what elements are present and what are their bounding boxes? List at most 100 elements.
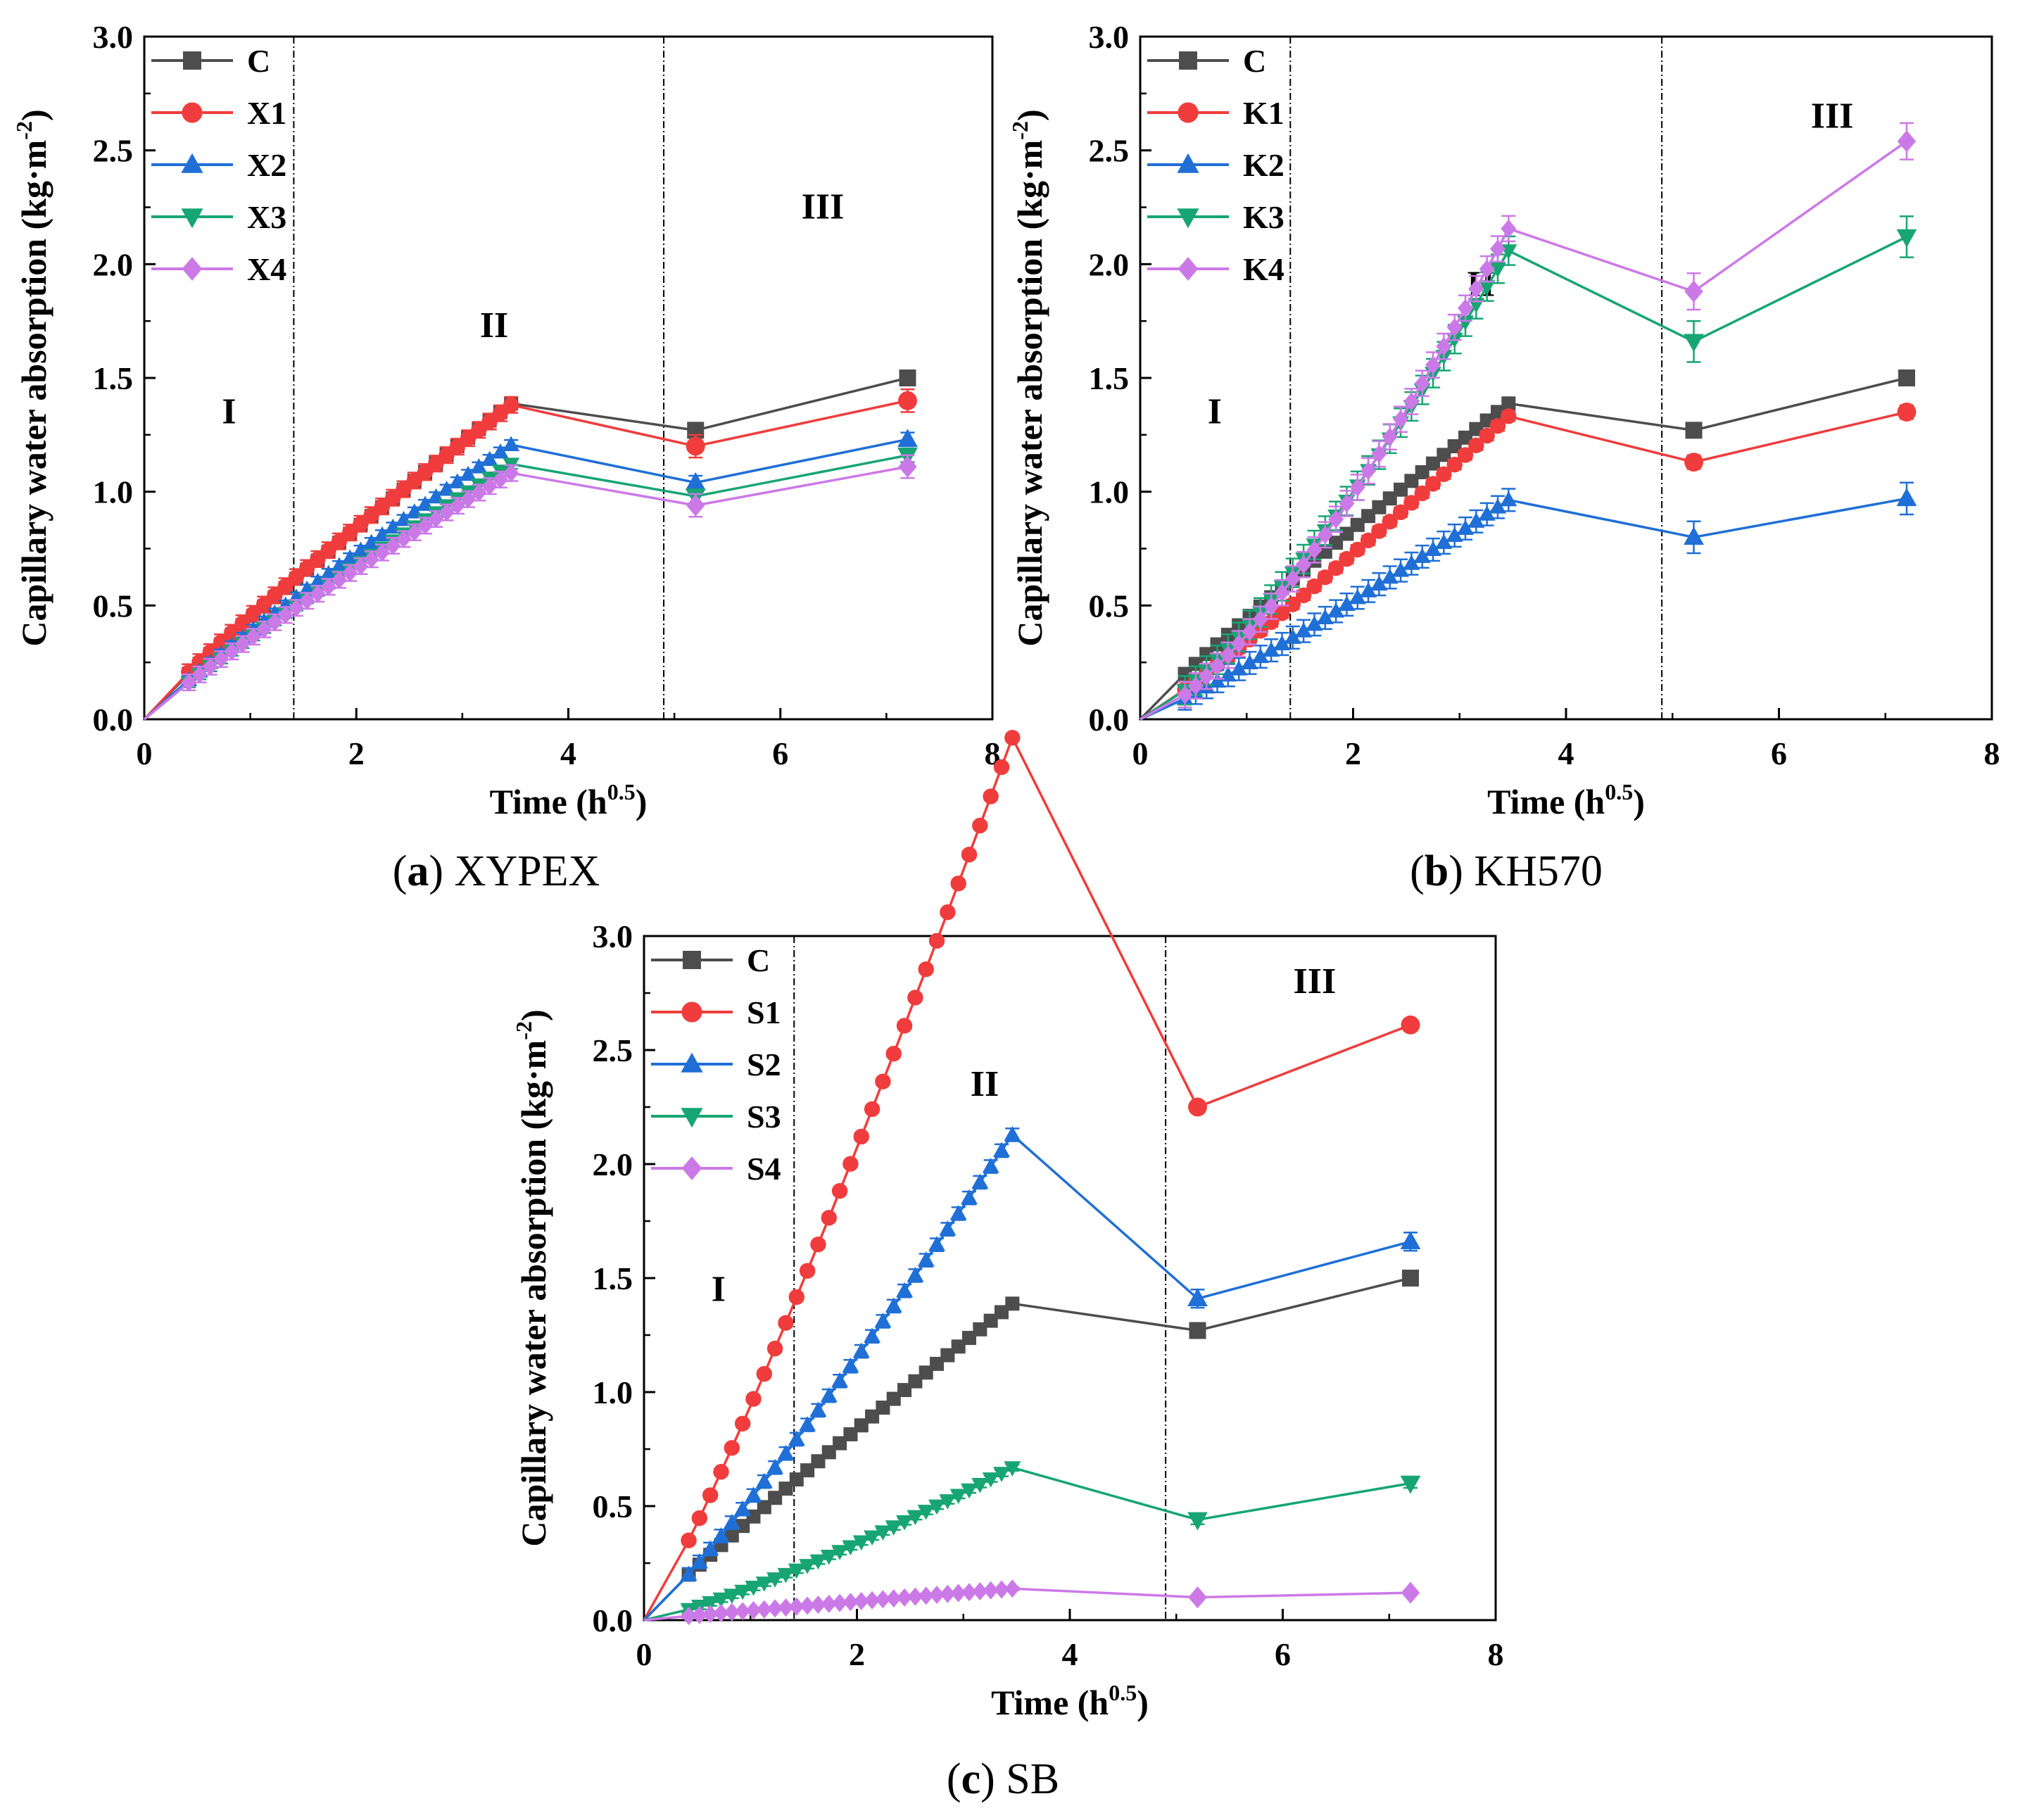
data-point-X4	[396, 529, 412, 548]
data-point-X4	[385, 536, 401, 555]
data-point-S1	[766, 1340, 783, 1357]
data-point-K4	[1897, 130, 1917, 153]
data-point-S1	[1188, 1097, 1207, 1117]
data-point-C	[833, 1436, 847, 1451]
data-point-C	[1199, 647, 1214, 662]
data-point-C	[1394, 482, 1408, 497]
series-X3	[143, 447, 918, 721]
data-point-K4	[1436, 337, 1452, 356]
data-point-S2	[680, 1565, 697, 1581]
data-point-S4	[993, 1580, 1009, 1599]
data-point-S4	[810, 1595, 826, 1614]
data-point-X4	[245, 627, 261, 646]
data-point-C	[778, 1481, 793, 1496]
data-point-X4	[363, 550, 379, 569]
data-point-X2	[897, 429, 918, 448]
data-point-X4	[898, 455, 917, 478]
data-point-S3	[777, 1567, 795, 1584]
legend: C S1 S2 S3 S4	[651, 942, 781, 1187]
data-point-K1	[1684, 453, 1703, 472]
data-point-K4	[1306, 541, 1323, 560]
x-tick-label: 0	[137, 735, 153, 771]
data-point-K4	[1468, 279, 1484, 298]
data-point-X2	[438, 481, 455, 496]
data-point-S4	[735, 1602, 751, 1621]
x-tick-label: 2	[348, 735, 365, 771]
y-axis-title: Capillary water absorption (kg·m-2)	[1007, 109, 1049, 646]
legend-marker-S4	[681, 1156, 702, 1180]
data-point-K2	[1684, 526, 1704, 545]
data-point-K4	[1263, 597, 1280, 616]
data-point-C	[1189, 1322, 1206, 1339]
data-point-S1	[1004, 730, 1021, 746]
data-point-X1	[438, 447, 455, 463]
data-point-K2	[1219, 666, 1237, 682]
data-point-C	[843, 1427, 858, 1441]
series-X4	[143, 454, 917, 721]
data-point-S4	[983, 1581, 999, 1600]
region-label: III	[802, 187, 845, 227]
data-point-X4	[353, 557, 369, 576]
data-point-X1	[234, 615, 251, 631]
data-point-K2	[1381, 568, 1399, 584]
series-line-C	[643, 1277, 1411, 1622]
data-point-S4	[918, 1586, 934, 1605]
data-point-X4	[267, 613, 283, 632]
data-point-C	[1437, 448, 1451, 462]
series-line-S4	[643, 1587, 1411, 1622]
data-point-C	[736, 1519, 750, 1534]
data-point-S4	[864, 1591, 880, 1610]
data-point-S4	[1004, 1579, 1021, 1598]
data-point-X4	[277, 605, 293, 624]
data-point-C	[1350, 517, 1365, 532]
data-point-S2	[896, 1282, 914, 1298]
data-point-K3	[1489, 262, 1506, 278]
data-point-S3	[809, 1554, 827, 1570]
data-point-S2	[852, 1342, 870, 1358]
legend-label: K4	[1243, 251, 1284, 287]
data-point-S3	[723, 1588, 740, 1604]
data-point-C	[876, 1401, 890, 1415]
series-S2	[643, 1125, 1421, 1622]
data-point-S1	[831, 1182, 848, 1199]
data-point-X1	[245, 605, 262, 622]
data-point-S1	[756, 1365, 773, 1382]
data-point-C	[789, 1472, 804, 1487]
data-point-S2	[820, 1386, 838, 1403]
data-point-S1	[993, 759, 1010, 776]
data-point-K3	[1896, 229, 1917, 248]
data-point-X4	[331, 570, 347, 589]
data-point-S1	[896, 1018, 913, 1034]
data-point-S4	[875, 1590, 891, 1609]
data-point-S2	[1004, 1125, 1021, 1142]
data-point-X4	[686, 494, 705, 517]
data-point-K2	[1500, 491, 1517, 507]
legend-label: K1	[1243, 95, 1284, 131]
x-tick-label: 6	[1275, 1636, 1291, 1672]
data-point-S2	[885, 1297, 902, 1313]
data-point-K4	[1231, 634, 1247, 653]
data-point-X1	[471, 422, 487, 438]
data-point-C	[1447, 439, 1462, 454]
legend-label: X4	[247, 251, 286, 287]
data-point-K2	[1896, 488, 1917, 507]
x-tick-label: 2	[849, 1636, 865, 1672]
data-point-C	[1382, 491, 1397, 506]
data-point-S2	[961, 1189, 978, 1205]
data-point-S1	[940, 904, 956, 921]
data-point-X4	[417, 516, 434, 535]
legend-marker-C	[183, 51, 201, 70]
y-axis-title: Capillary water absorption (kg·m-2)	[511, 1009, 553, 1546]
data-point-S4	[842, 1593, 859, 1612]
data-point-X4	[191, 665, 208, 684]
data-point-K2	[1403, 555, 1420, 570]
data-point-K1	[1489, 418, 1506, 434]
y-tick-label: 2.5	[93, 133, 134, 169]
data-point-K4	[1501, 219, 1517, 238]
region-label: I	[712, 1269, 726, 1309]
data-point-S4	[745, 1601, 762, 1620]
legend-label: C	[247, 43, 270, 79]
data-point-X1	[202, 644, 218, 660]
